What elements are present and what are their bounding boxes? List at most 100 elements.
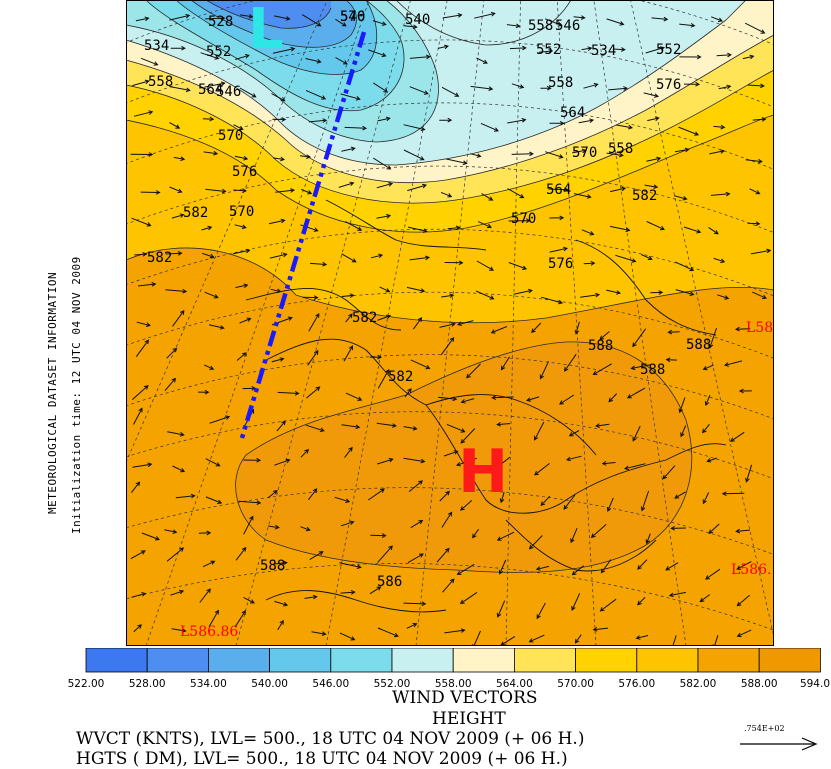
wind-arrow-icon	[140, 57, 159, 66]
wind-arrow-icon	[169, 186, 183, 193]
legend-tick-label: 576.00	[618, 678, 655, 690]
wind-arrow-icon	[166, 347, 178, 359]
wind-arrow-icon	[647, 116, 660, 122]
wind-arrow-icon	[132, 462, 153, 468]
wind-arrow-icon	[407, 226, 428, 233]
legend-swatch	[146, 648, 209, 673]
reference-vector-arrow-icon	[740, 737, 818, 751]
wind-arrow-icon	[679, 22, 696, 28]
contour-label: 570	[218, 128, 243, 144]
wind-arrow-icon	[699, 594, 711, 603]
wind-arrow-icon	[345, 313, 353, 323]
wind-arrow-icon	[747, 221, 761, 226]
wind-arrow-icon	[609, 225, 631, 233]
wind-arrow-icon	[141, 532, 160, 541]
legend-swatch	[758, 648, 821, 673]
wind-arrow-icon	[243, 457, 262, 463]
wind-arrow-icon	[717, 294, 730, 300]
wind-arrow-icon	[549, 120, 565, 126]
wind-arrow-icon	[665, 357, 677, 363]
wind-arrow-icon	[563, 494, 576, 510]
contour-label: 582	[632, 188, 657, 204]
contour-label: 540	[340, 9, 365, 25]
wind-arrow-icon	[377, 314, 392, 321]
wind-arrow-icon	[459, 591, 478, 604]
contour-label: 552	[206, 44, 231, 60]
wind-arrow-icon	[705, 568, 721, 580]
wind-arrow-icon	[132, 79, 150, 87]
wind-arrow-icon	[572, 148, 587, 154]
wind-arrow-icon	[511, 151, 534, 157]
legend-swatch	[636, 648, 699, 673]
wind-arrow-icon	[574, 634, 582, 644]
contour-label: 582	[352, 310, 377, 326]
wind-arrow-icon	[578, 118, 595, 124]
wind-arrow-icon	[137, 282, 157, 287]
wind-arrow-icon	[490, 326, 508, 334]
wind-arrow-icon	[507, 117, 527, 124]
wind-arrow-icon	[548, 187, 569, 193]
wind-arrow-icon	[583, 82, 599, 89]
wind-arrow-icon	[708, 523, 720, 535]
wind-arrow-icon	[409, 86, 429, 95]
wind-arrow-icon	[475, 290, 495, 300]
wind-arrow-icon	[531, 322, 542, 334]
wind-arrow-icon	[271, 93, 286, 102]
wind-arrow-icon	[305, 58, 322, 64]
wind-arrow-icon	[635, 635, 649, 640]
wind-arrow-icon	[133, 110, 154, 117]
wind-arrow-icon	[203, 150, 219, 156]
wind-arrow-icon	[170, 45, 186, 51]
wind-arrow-icon	[370, 253, 384, 259]
wind-arrow-icon	[581, 46, 593, 51]
wind-arrow-icon	[442, 578, 455, 593]
wind-arrow-icon	[339, 562, 362, 569]
wind-arrow-icon	[678, 397, 686, 414]
wind-arrow-icon	[460, 428, 476, 444]
wind-arrow-icon	[239, 317, 252, 324]
wind-arrow-icon	[134, 251, 148, 257]
wind-arrow-icon	[670, 525, 686, 531]
wind-arrow-icon	[233, 124, 244, 130]
wind-arrow-icon	[632, 425, 641, 442]
wind-arrow-icon	[201, 225, 213, 231]
band-528-534	[206, 0, 331, 29]
wind-arrow-icon	[171, 628, 187, 633]
wind-arrow-icon	[345, 392, 363, 401]
wind-arrow-icon	[403, 124, 426, 132]
wind-arrow-icon	[436, 547, 450, 563]
contour-label: 546	[216, 84, 241, 100]
legend-swatch	[514, 648, 577, 673]
wind-arrow-icon	[131, 592, 147, 598]
wind-arrow-icon	[243, 596, 255, 604]
band-588-594-core	[235, 341, 692, 573]
wind-arrow-icon	[277, 390, 300, 396]
wind-arrow-icon	[135, 339, 150, 357]
wind-arrow-icon	[742, 54, 755, 60]
wind-arrow-icon	[135, 16, 150, 22]
wind-arrow-icon	[749, 188, 761, 195]
contour-label: 588	[640, 362, 665, 378]
contour-label: 582	[147, 250, 172, 266]
wind-arrow-icon	[480, 122, 499, 132]
wind-arrow-icon	[301, 14, 322, 27]
wind-arrow-icon	[169, 122, 181, 129]
wind-arrow-icon	[377, 116, 391, 122]
wind-arrow-icon	[570, 528, 578, 544]
wind-arrow-icon	[341, 293, 355, 298]
wind-arrow-icon	[205, 496, 223, 504]
contour-label: 576	[548, 256, 573, 272]
wind-arrow-icon	[674, 147, 690, 153]
wind-arrow-icon	[665, 562, 679, 571]
wind-arrow-icon	[718, 84, 732, 90]
legend-tick-label: 570.00	[557, 678, 594, 690]
wind-arrow-icon	[672, 635, 677, 646]
wind-arrow-icon	[460, 398, 475, 404]
wind-arrow-icon	[340, 93, 361, 101]
wind-arrow-icon	[272, 156, 286, 162]
wind-arrow-icon	[675, 261, 695, 272]
secondary-low-southwest: L586.86	[180, 624, 238, 640]
wind-arrow-icon	[170, 589, 185, 596]
wind-arrow-icon	[410, 359, 431, 370]
wind-arrow-icon	[470, 153, 482, 158]
